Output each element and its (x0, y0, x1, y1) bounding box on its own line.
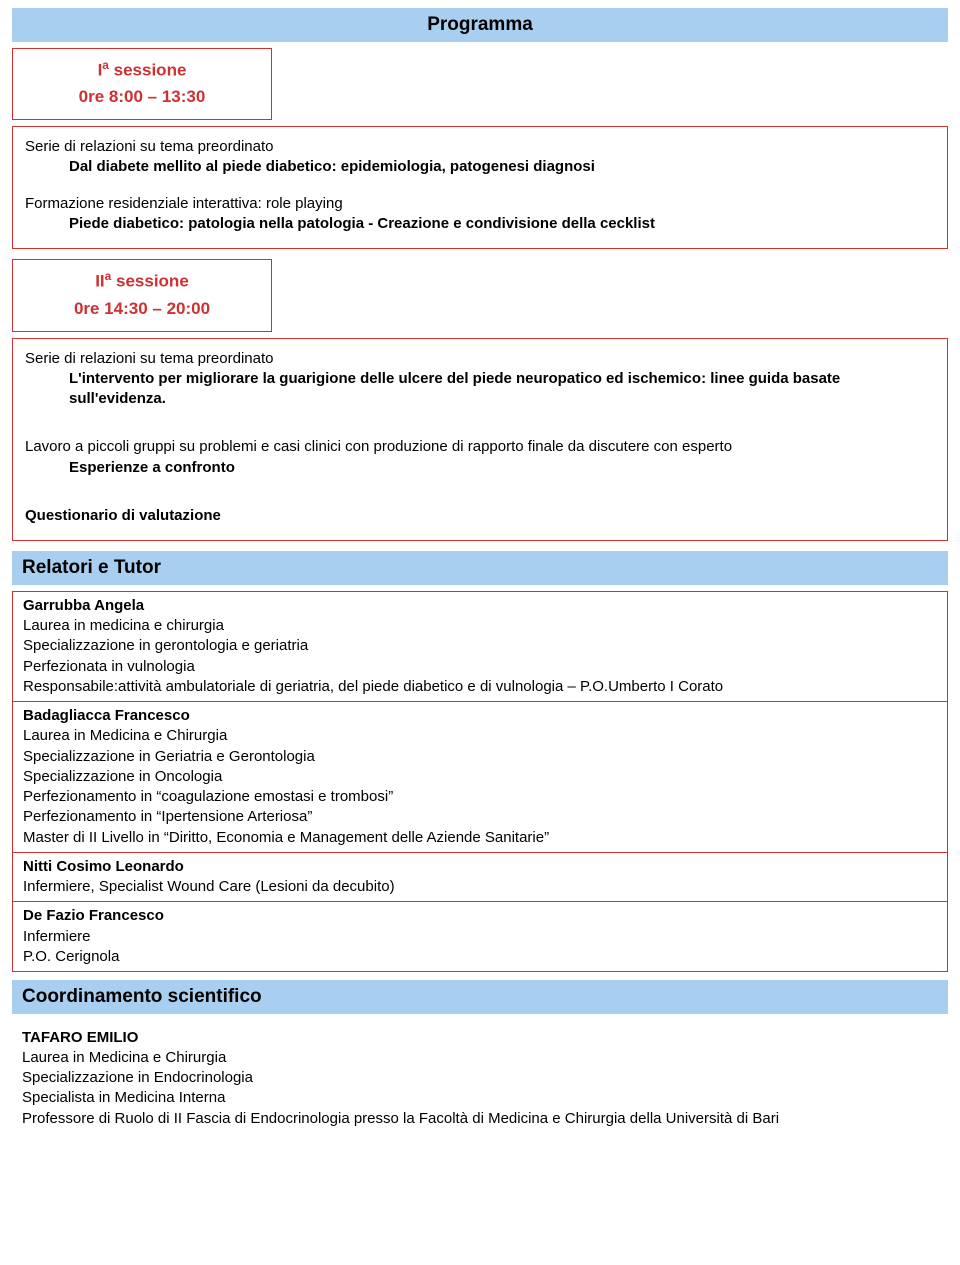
coord-lines: Laurea in Medicina e ChirurgiaSpecializz… (22, 1048, 938, 1129)
box2-questionario: Questionario di valutazione (25, 506, 935, 526)
coord-block: TAFARO EMILIO Laurea in Medicina e Chiru… (12, 1020, 948, 1131)
coord-title-bar: Coordinamento scientifico (12, 980, 948, 1014)
relator-name: Garrubba Angela (23, 596, 937, 616)
coord-line: Professore di Ruolo di II Fascia di Endo… (22, 1109, 938, 1129)
coord-line: Specialista in Medicina Interna (22, 1088, 938, 1108)
box1-formazione-bold: Piede diabetico: patologia nella patolog… (69, 214, 935, 234)
coord-line: Laurea in Medicina e Chirurgia (22, 1048, 938, 1068)
relator-name: Badagliacca Francesco (23, 706, 937, 726)
box2-series: Serie di relazioni su tema preordinato (25, 349, 935, 369)
relator-line: Specializzazione in gerontologia e geria… (23, 636, 937, 656)
relatori-list: Garrubba AngelaLaurea in medicina e chir… (12, 591, 948, 972)
relator-line: Infermiere (23, 927, 937, 947)
box1-series-bold: Dal diabete mellito al piede diabetico: … (69, 157, 935, 177)
content-box-2: Serie di relazioni su tema preordinato L… (12, 338, 948, 542)
session-1-label: Ia sessione (31, 57, 253, 83)
session-1-box: Ia sessione 0re 8:00 – 13:30 (12, 48, 272, 121)
relator-block: Garrubba AngelaLaurea in medicina e chir… (12, 591, 948, 702)
relator-name: De Fazio Francesco (23, 906, 937, 926)
relator-block: Nitti Cosimo LeonardoInfermiere, Special… (12, 852, 948, 903)
coord-title: Coordinamento scientifico (22, 986, 262, 1007)
relator-line: Infermiere, Specialist Wound Care (Lesio… (23, 877, 937, 897)
session-1-time: 0re 8:00 – 13:30 (31, 86, 253, 109)
session-2-label: IIa sessione (31, 268, 253, 294)
relator-line: Perfezionamento in “Ipertensione Arterio… (23, 807, 937, 827)
coord-line: Specializzazione in Endocrinologia (22, 1068, 938, 1088)
box1-series: Serie di relazioni su tema preordinato (25, 137, 935, 157)
relator-name: Nitti Cosimo Leonardo (23, 857, 937, 877)
box2-lavoro: Lavoro a piccoli gruppi su problemi e ca… (25, 437, 935, 457)
relator-line: Laurea in Medicina e Chirurgia (23, 726, 937, 746)
session-2-box: IIa sessione 0re 14:30 – 20:00 (12, 259, 272, 332)
box1-formazione: Formazione residenziale interattiva: rol… (25, 194, 935, 214)
relator-line: P.O. Cerignola (23, 947, 937, 967)
box2-series-bold: L'intervento per migliorare la guarigion… (69, 369, 935, 410)
page-title-bar: Programma (12, 8, 948, 42)
content-box-1: Serie di relazioni su tema preordinato D… (12, 126, 948, 249)
coord-name: TAFARO EMILIO (22, 1028, 938, 1048)
relator-line: Perfezionamento in “coagulazione emostas… (23, 787, 937, 807)
relator-line: Specializzazione in Geriatria e Gerontol… (23, 747, 937, 767)
box2-lavoro-bold: Esperienze a confronto (69, 458, 935, 478)
relator-line: Perfezionata in vulnologia (23, 657, 937, 677)
relator-block: De Fazio FrancescoInfermiereP.O. Cerigno… (12, 901, 948, 972)
relator-line: Responsabile:attività ambulatoriale di g… (23, 677, 937, 697)
relator-line: Master di II Livello in “Diritto, Econom… (23, 828, 937, 848)
session-2-time: 0re 14:30 – 20:00 (31, 298, 253, 321)
relator-line: Laurea in medicina e chirurgia (23, 616, 937, 636)
relator-line: Specializzazione in Oncologia (23, 767, 937, 787)
relatori-title: Relatori e Tutor (22, 557, 161, 578)
relatori-title-bar: Relatori e Tutor (12, 551, 948, 585)
relator-block: Badagliacca FrancescoLaurea in Medicina … (12, 701, 948, 853)
page-title: Programma (427, 14, 533, 35)
